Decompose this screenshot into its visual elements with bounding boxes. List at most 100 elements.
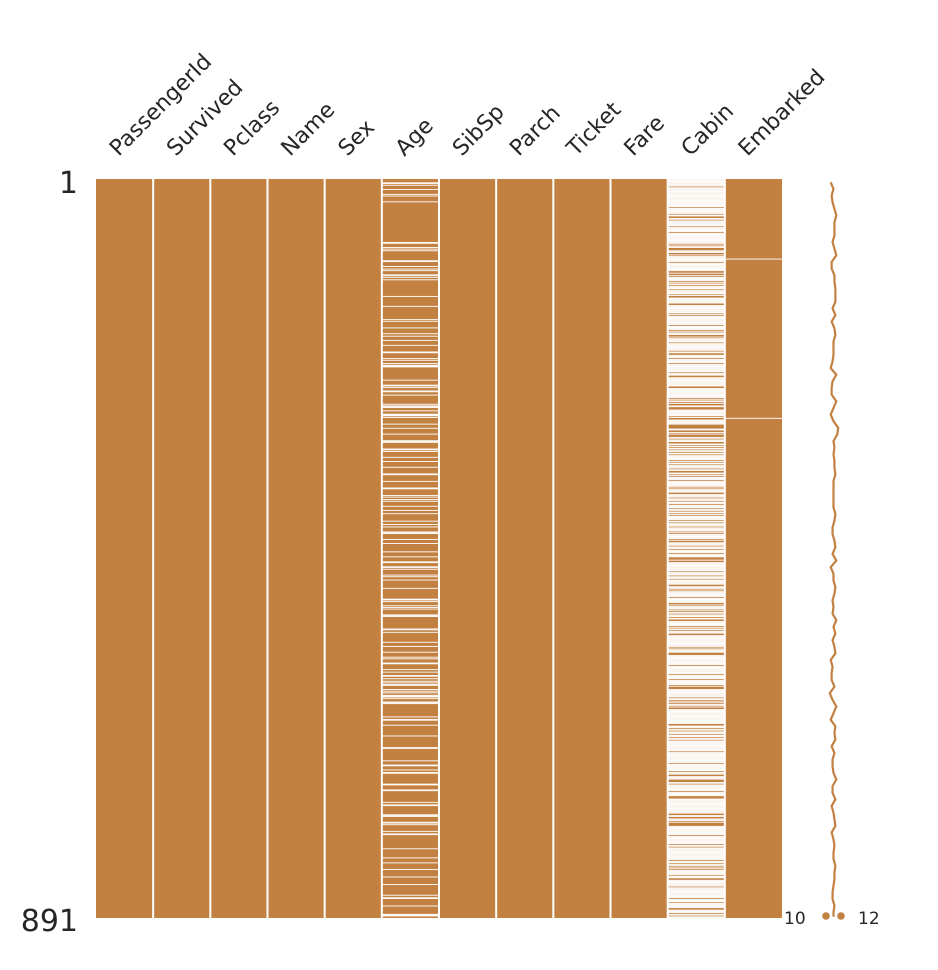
missing-cell-cabin <box>667 631 725 632</box>
missing-cell-cabin <box>667 787 725 789</box>
missing-cell-age <box>381 869 439 870</box>
missing-cell-cabin <box>667 360 725 362</box>
missing-cell-cabin <box>667 577 725 579</box>
missing-cell-cabin <box>667 887 725 889</box>
missing-cell-cabin <box>667 910 725 912</box>
missing-cell-cabin <box>667 270 725 272</box>
missing-cell-age <box>381 716 439 718</box>
missing-cell-cabin <box>667 254 725 256</box>
missing-cell-cabin <box>667 228 725 230</box>
missing-cell-cabin <box>667 455 725 457</box>
missing-cell-cabin <box>667 801 725 803</box>
missing-cell-cabin <box>667 256 725 258</box>
missing-cell-cabin <box>667 612 725 614</box>
missing-cell-cabin <box>667 532 725 534</box>
missing-cell-cabin <box>667 735 725 737</box>
missing-cell-cabin <box>667 499 725 501</box>
column-label-age: Age <box>391 113 439 161</box>
column-label-name: Name <box>277 98 341 162</box>
missing-cell-cabin <box>667 357 725 359</box>
missing-cell-cabin <box>667 388 725 390</box>
missing-cell-cabin <box>667 600 725 602</box>
missing-cell-cabin <box>667 750 725 752</box>
missing-cell-cabin <box>667 718 725 720</box>
missing-cell-cabin <box>667 420 725 422</box>
missing-cell-cabin <box>667 899 725 901</box>
missing-cell-cabin <box>667 564 725 566</box>
missing-cell-cabin <box>667 618 725 620</box>
missing-cell-cabin <box>667 767 725 768</box>
missing-cell-cabin <box>667 383 725 385</box>
missing-cell-cabin <box>667 204 725 206</box>
missing-cell-cabin <box>667 715 725 717</box>
row-label-top: 1 <box>59 166 78 201</box>
missing-cell-cabin <box>667 495 725 496</box>
missing-cell-cabin <box>667 507 725 509</box>
missing-cell-age <box>381 805 439 807</box>
missing-cell-age <box>381 848 439 850</box>
missing-cell-cabin <box>667 550 725 552</box>
missing-cell-cabin <box>667 752 725 754</box>
missing-cell-cabin <box>667 476 725 478</box>
missing-cell-cabin <box>667 433 725 435</box>
missing-cell-cabin <box>667 765 725 767</box>
missing-cell-cabin <box>667 677 725 679</box>
missing-cell-cabin <box>667 269 725 271</box>
missing-cell-cabin <box>667 237 725 238</box>
missing-cell-cabin <box>667 647 725 649</box>
missing-cell-age <box>381 351 439 353</box>
missing-cell-cabin <box>667 447 725 449</box>
missing-cell-cabin <box>667 312 725 314</box>
missing-cell-age <box>381 441 439 443</box>
missing-cell-cabin <box>667 293 725 295</box>
missing-cell-cabin <box>667 631 725 633</box>
missing-cell-cabin <box>667 520 725 522</box>
missing-cell-age <box>381 410 439 412</box>
missing-cell-age <box>381 703 439 705</box>
missing-cell-cabin <box>667 479 725 481</box>
missing-cell-cabin <box>667 901 725 903</box>
missing-cell-cabin <box>667 879 725 881</box>
column-label-sex: Sex <box>334 115 380 161</box>
missing-cell-age <box>381 747 439 749</box>
missing-cell-cabin <box>667 443 725 445</box>
missing-cell-cabin <box>667 604 725 606</box>
missing-cell-cabin <box>667 713 725 715</box>
missing-cell-cabin <box>667 287 725 289</box>
missing-cell-cabin <box>667 623 725 625</box>
missing-cell-cabin <box>667 583 725 585</box>
missing-cell-cabin <box>667 371 725 373</box>
missing-cell-cabin <box>667 222 725 224</box>
missing-cell-cabin <box>667 795 725 797</box>
missing-cell-cabin <box>667 383 725 384</box>
missing-cell-cabin <box>667 587 725 588</box>
missing-cell-age <box>381 883 439 885</box>
missing-cell-cabin <box>667 302 725 304</box>
missing-cell-cabin <box>667 257 725 259</box>
matrix-column-sex <box>324 179 382 918</box>
missing-cell-cabin <box>667 516 725 518</box>
missing-cell-cabin <box>667 718 725 720</box>
missing-cell-cabin <box>667 615 725 617</box>
missing-cell-cabin <box>667 856 725 858</box>
missing-cell-cabin <box>667 456 725 458</box>
missing-cell-age <box>381 242 439 244</box>
missing-cell-age <box>381 487 439 489</box>
missing-cell-cabin <box>667 830 725 831</box>
missing-cell-cabin <box>667 309 725 311</box>
missing-cell-cabin <box>667 640 725 642</box>
missing-cell-cabin <box>667 362 725 364</box>
matrix-column-embarked <box>724 179 782 918</box>
missing-cell-cabin <box>667 546 725 548</box>
missing-cell-cabin <box>667 891 725 893</box>
missing-cell-age <box>381 406 439 408</box>
missing-cell-cabin <box>667 656 725 658</box>
missing-cell-cabin <box>667 907 725 909</box>
missing-cell-cabin <box>667 183 725 185</box>
missing-cell-cabin <box>667 487 725 489</box>
missing-cell-cabin <box>667 764 725 766</box>
missing-cell-age <box>381 394 439 396</box>
missing-cell-cabin <box>667 242 725 243</box>
missing-cell-age <box>381 384 439 386</box>
missing-cell-cabin <box>667 351 725 353</box>
